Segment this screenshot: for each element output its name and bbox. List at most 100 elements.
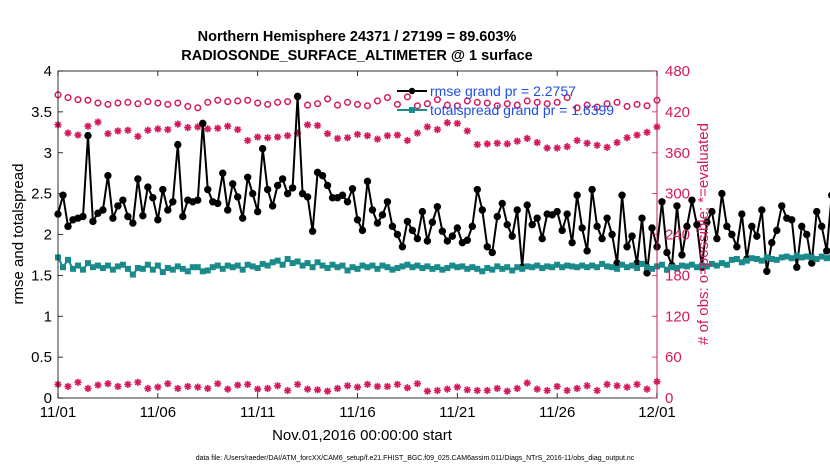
- evaluated-low-point: [114, 382, 122, 391]
- rmse-point: [84, 131, 92, 140]
- possible-point: [74, 96, 82, 104]
- possible-point: [164, 100, 172, 108]
- evaluated-low-point: [503, 387, 511, 395]
- rmse-point: [104, 171, 112, 180]
- possible-point: [413, 102, 421, 110]
- totalspread-point: [159, 269, 166, 276]
- evaluated-low-point: [64, 382, 72, 391]
- y-right-tick-label: 360: [665, 145, 690, 162]
- possible-point: [214, 96, 222, 104]
- totalspread-point: [479, 268, 486, 275]
- totalspread-point: [424, 263, 431, 270]
- totalspread-point: [718, 260, 725, 267]
- evaluated-low-point: [523, 379, 531, 387]
- totalspread-point: [459, 263, 466, 270]
- rmse-point: [453, 224, 462, 232]
- totalspread-point: [663, 266, 670, 273]
- rmse-point: [618, 191, 626, 199]
- totalspread-point: [668, 264, 675, 271]
- possible-point: [393, 100, 401, 108]
- totalspread-point: [169, 266, 176, 273]
- evaluated-point: [303, 121, 312, 129]
- evaluated-low-point: [393, 380, 402, 388]
- rmse-point: [788, 216, 796, 224]
- rmse-point: [493, 212, 501, 221]
- x-tick-label: 11/26: [539, 404, 575, 421]
- evaluated-low-point: [154, 383, 162, 391]
- rmse-point: [723, 222, 731, 231]
- totalspread-point: [449, 262, 456, 269]
- totalspread-point: [823, 255, 830, 262]
- possible-point: [304, 101, 312, 109]
- totalspread-point: [364, 264, 371, 271]
- totalspread-point: [414, 262, 421, 269]
- rmse-point: [238, 214, 247, 222]
- totalspread-point: [444, 265, 451, 272]
- totalspread-point: [434, 264, 441, 271]
- possible-point: [134, 100, 142, 108]
- y-right-tick-label: 240: [665, 227, 690, 244]
- rmse-point: [478, 206, 486, 214]
- totalspread-point: [109, 266, 116, 273]
- rmse-point: [528, 220, 536, 229]
- totalspread-point: [519, 265, 526, 272]
- evaluated-point: [453, 119, 461, 128]
- evaluated-point: [114, 127, 122, 135]
- evaluated-low-point: [533, 385, 541, 393]
- evaluated-low-point: [473, 386, 481, 395]
- y-right-tick-label: 60: [665, 349, 682, 366]
- rmse-point: [608, 230, 616, 239]
- rmse-point: [393, 230, 402, 239]
- rmse-point: [263, 185, 272, 194]
- possible-point: [523, 97, 531, 105]
- totalspread-point: [114, 263, 121, 270]
- rmse-point: [343, 198, 352, 206]
- rmse-point: [663, 248, 671, 257]
- evaluated-point: [64, 129, 72, 137]
- evaluated-point: [633, 131, 641, 139]
- evaluated-low-point: [553, 382, 561, 391]
- rmse-point: [678, 251, 686, 259]
- rmse-point: [199, 119, 207, 128]
- totalspread-point: [743, 257, 750, 264]
- totalspread-point: [509, 267, 516, 274]
- possible-point: [64, 94, 72, 102]
- evaluated-point: [323, 130, 332, 138]
- evaluated-point: [144, 126, 152, 134]
- evaluated-point: [603, 143, 611, 151]
- totalspread-point: [808, 254, 815, 261]
- rmse-point: [119, 196, 127, 204]
- rmse-point: [273, 181, 282, 190]
- rmse-point: [59, 191, 67, 199]
- rmse-point: [778, 202, 786, 210]
- rmse-point: [483, 243, 491, 251]
- evaluated-low-point: [423, 387, 431, 395]
- possible-point: [324, 95, 332, 103]
- chart-title: Northern Hemisphere 24371 / 27199 = 89.6…: [198, 29, 517, 45]
- rmse-point: [813, 207, 821, 216]
- totalspread-point: [594, 264, 601, 271]
- rmse-point: [234, 193, 242, 201]
- totalspread-point: [329, 261, 336, 268]
- evaluated-low-point: [303, 385, 312, 393]
- possible-point: [244, 96, 252, 104]
- evaluated-low-point: [194, 383, 202, 391]
- evaluated-point: [513, 137, 521, 145]
- totalspread-point: [274, 257, 281, 264]
- totalspread-point: [384, 264, 391, 271]
- evaluated-low-point: [124, 380, 132, 388]
- evaluated-low-point: [224, 385, 232, 393]
- possible-point: [543, 100, 551, 108]
- rmse-point: [79, 212, 87, 221]
- x-tick-label: 12/01: [638, 404, 676, 421]
- rmse-point: [154, 216, 162, 224]
- rmse-point: [733, 243, 741, 251]
- rmse-point: [368, 206, 377, 214]
- evaluated-low-point: [483, 386, 491, 395]
- y-left-tick-label: 1: [44, 308, 52, 325]
- totalspread-point: [693, 264, 700, 271]
- totalspread-point: [703, 263, 710, 270]
- y-right-tick-label: 120: [665, 308, 690, 325]
- rmse-point: [313, 168, 322, 177]
- evaluated-point: [433, 125, 441, 134]
